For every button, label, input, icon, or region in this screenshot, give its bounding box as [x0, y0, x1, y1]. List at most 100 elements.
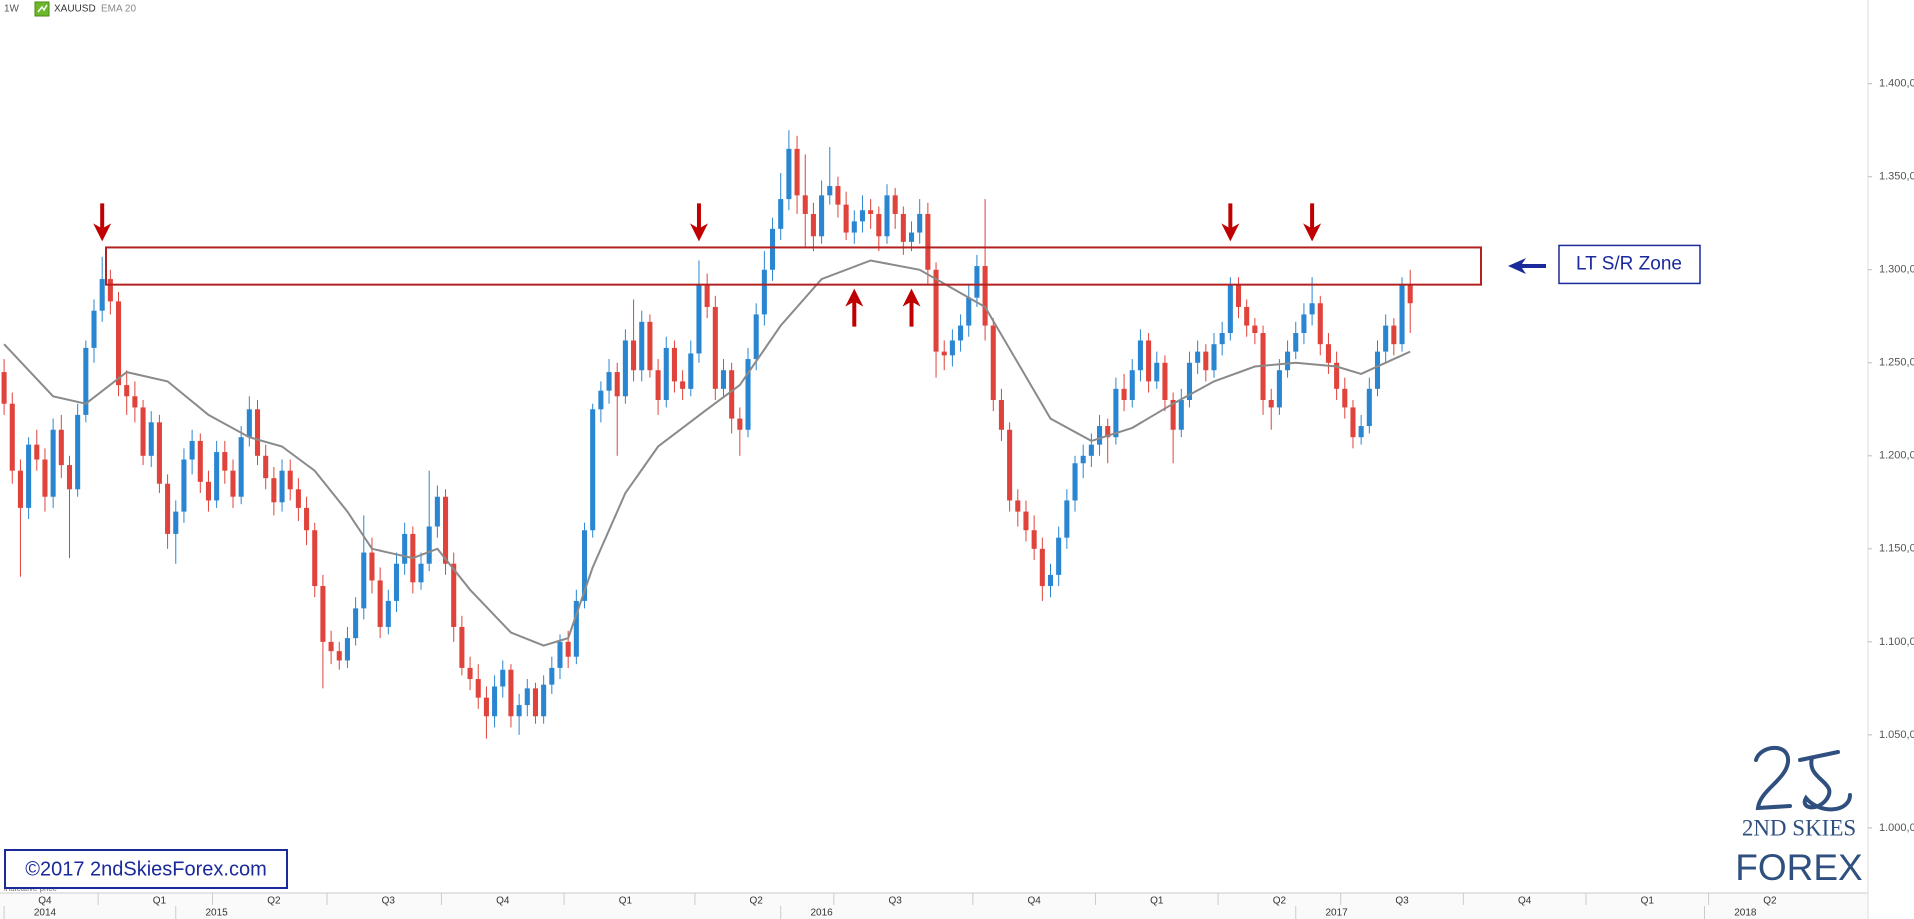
candle-body	[827, 186, 833, 196]
candle-body	[1137, 340, 1143, 371]
candle-body	[1064, 500, 1070, 538]
y-tick-label: 1.300,00	[1879, 264, 1914, 276]
candle-body	[1, 372, 7, 404]
candle-body	[810, 213, 816, 237]
zone-pointer	[1508, 258, 1546, 275]
symbol-icon-glyph	[37, 4, 48, 13]
year-label: 2014	[34, 908, 57, 919]
candle-body	[197, 440, 203, 482]
candle-body	[1407, 284, 1413, 304]
interval: 1W	[4, 4, 20, 15]
candle-body	[671, 347, 677, 382]
candle-body	[982, 266, 988, 326]
x-tick-label: Q4	[38, 896, 52, 907]
candle-body	[271, 478, 277, 503]
candle-body	[1235, 284, 1242, 307]
candle-body	[156, 422, 162, 484]
x-tick-label: Q2	[267, 896, 281, 907]
x-tick-label: Q2	[1763, 896, 1777, 907]
candle-body	[933, 269, 939, 352]
candle-body	[254, 409, 261, 456]
candle-body	[851, 221, 857, 233]
candle-body	[1285, 351, 1291, 371]
candle-body	[737, 418, 743, 430]
candle-body	[230, 470, 236, 497]
candle-body	[753, 314, 759, 360]
sr-zone	[105, 246, 1482, 286]
candle-body	[835, 186, 841, 205]
x-tick-label: Q4	[496, 896, 510, 907]
y-tick-label: 1.400,00	[1879, 78, 1914, 90]
candle-body	[295, 489, 301, 508]
arrow-down	[93, 203, 112, 242]
y-tick-label: 1.200,00	[1879, 450, 1914, 462]
candle-body	[1097, 426, 1103, 445]
x-tick-label: Q1	[153, 896, 167, 907]
zone-label: LT S/R Zone	[1576, 253, 1682, 274]
candle-body	[819, 195, 825, 237]
candle-body	[66, 465, 73, 490]
candle-body	[1113, 388, 1119, 438]
candle-body	[451, 563, 457, 627]
candle-body	[1031, 530, 1037, 549]
candle-body	[1334, 362, 1340, 389]
candle-body	[516, 705, 522, 717]
candle-body	[1358, 426, 1364, 438]
candle-body	[1399, 284, 1405, 345]
candle-body	[917, 213, 923, 233]
candle-body	[1015, 500, 1021, 512]
candle-body	[148, 422, 154, 456]
year-label: 2018	[1734, 908, 1757, 919]
candle-body	[222, 452, 228, 471]
candle-body	[132, 396, 138, 408]
candle-body	[884, 195, 890, 237]
symbol: XAUUSD	[54, 4, 96, 15]
candle-body	[1121, 388, 1127, 400]
candle-body	[1219, 333, 1225, 345]
candle-body	[304, 507, 310, 531]
candle-body	[402, 533, 408, 564]
candle-body	[990, 325, 996, 400]
time-axis-bg	[0, 893, 1868, 919]
candle-body	[328, 641, 334, 652]
candle-body	[1374, 351, 1381, 389]
candle-body	[1342, 388, 1348, 408]
y-tick-label: 1.350,00	[1879, 171, 1914, 183]
candle-body	[1186, 362, 1193, 400]
candle-body	[573, 600, 579, 657]
candle-body	[1325, 344, 1331, 363]
candle-body	[1088, 444, 1094, 456]
copyright: ©2017 2ndSkiesForex.com	[25, 858, 267, 880]
candle-body	[1023, 511, 1029, 531]
candle-body	[500, 669, 506, 687]
year-label: 2015	[206, 908, 229, 919]
candle-body	[287, 470, 293, 490]
candle-body	[1383, 325, 1389, 352]
candle-body	[393, 563, 400, 601]
symbol-icon	[34, 1, 50, 17]
candle-body	[1162, 362, 1168, 400]
candle-body	[173, 511, 179, 534]
candle-body	[941, 351, 947, 356]
candle-body	[1252, 325, 1258, 334]
candle-body	[336, 651, 342, 661]
plot-area	[1, 130, 1482, 739]
logo-mark	[1754, 745, 1852, 812]
candle-body	[1268, 399, 1274, 408]
candle-body	[246, 409, 252, 438]
candle-body	[1170, 399, 1176, 430]
candle-body	[532, 688, 539, 717]
candle-body	[1047, 574, 1054, 587]
candle-body	[892, 195, 898, 214]
candle-body	[91, 310, 97, 348]
x-tick-label: Q3	[888, 896, 902, 907]
candle-body	[58, 429, 64, 466]
candle-body	[1178, 399, 1184, 430]
candle-body	[483, 697, 489, 717]
candle-body	[704, 284, 710, 307]
candle-body	[606, 372, 612, 391]
candle-body	[908, 232, 915, 242]
candle-body	[565, 641, 571, 657]
candle-body	[1080, 455, 1086, 464]
